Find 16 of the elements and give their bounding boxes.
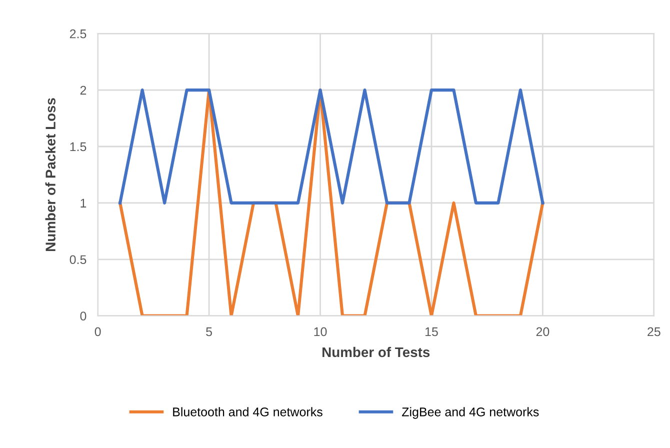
- x-tick-label: 10: [314, 327, 327, 336]
- y-tick-label: 2.5: [70, 29, 86, 38]
- y-tick-label: 0.5: [70, 255, 86, 264]
- y-tick-label: 1: [80, 198, 86, 208]
- x-tick-label: 0: [94, 327, 101, 336]
- x-axis-title: Number of Tests: [322, 346, 430, 358]
- x-tick-label: 25: [648, 327, 660, 336]
- legend-label: ZigBee and 4G networks: [402, 407, 539, 419]
- y-tick-label: 1.5: [70, 142, 86, 152]
- x-tick-label: 20: [536, 327, 550, 336]
- x-tick-label: 5: [206, 327, 212, 336]
- legend-label: Bluetooth and 4G networks: [173, 407, 322, 416]
- y-tick-label: 2: [80, 86, 86, 95]
- y-tick-label: 0: [80, 312, 86, 320]
- y-axis-title: Number of Packet Loss: [45, 98, 56, 251]
- x-tick-label: 15: [425, 327, 438, 336]
